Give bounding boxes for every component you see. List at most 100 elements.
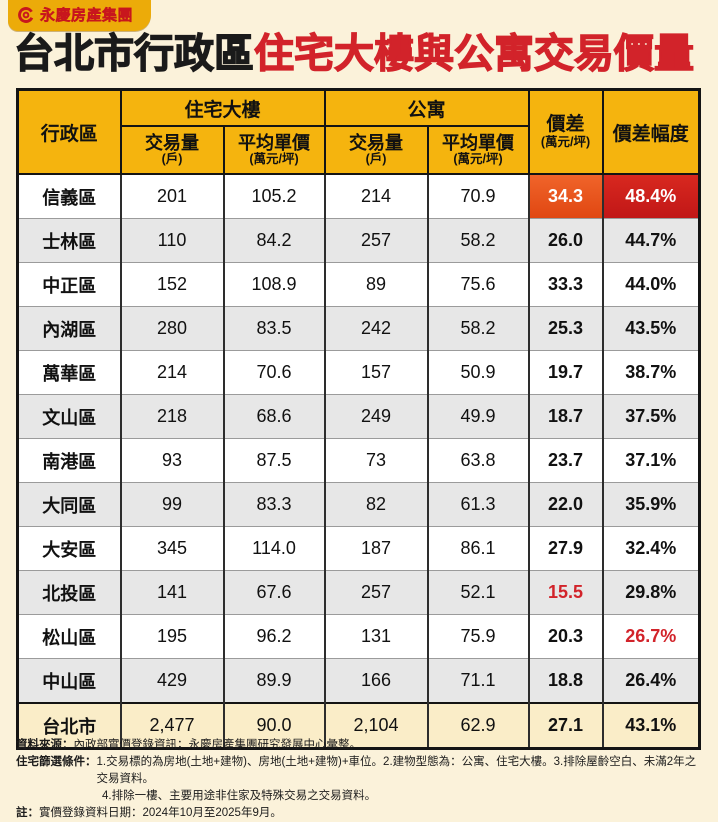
apartment-price-cell: 75.6: [426, 262, 530, 307]
price-diff-cell: 18.7: [527, 394, 604, 439]
building-volume-cell: 280: [119, 306, 225, 351]
apartment-volume-cell: 157: [323, 350, 429, 395]
building-price-cell: 105.2: [222, 173, 326, 219]
diff-pct-cell: 48.4%: [601, 173, 701, 219]
building-price-cell: 108.9: [222, 262, 326, 307]
apartment-volume-cell: 166: [323, 658, 429, 704]
header-price-diff: 價差 (萬元/坪): [527, 88, 604, 175]
price-diff-cell: 22.0: [527, 482, 604, 527]
header-volume-label: 交易量: [349, 132, 404, 153]
apartment-price-cell: 63.8: [426, 438, 530, 483]
header-building-group: 住宅大樓: [119, 88, 326, 127]
header-building-price: 平均單價 (萬元/坪): [222, 125, 326, 175]
infographic-page: 永慶房產集團 台北市行政區住宅大樓與公寓交易價量 行政區 住宅大樓 公寓 價差 …: [8, 0, 704, 819]
footnote-text: 4.排除一樓、主要用途非住家及特殊交易之交易資料。: [102, 790, 377, 803]
price-diff-cell: 19.7: [527, 350, 604, 395]
footnote-line: 住宅篩選條件： 1.交易標的為房地(土地+建物)、房地(土地+建物)+車位。2.建…: [16, 754, 704, 788]
header-apartment-volume: 交易量 (戶): [323, 125, 429, 175]
diff-pct-cell: 29.8%: [601, 570, 701, 615]
table-row: 萬華區 214 70.6 157 50.9 19.7 38.7%: [16, 350, 701, 395]
building-volume-cell: 345: [119, 526, 225, 571]
diff-pct-cell: 32.4%: [601, 526, 701, 571]
district-cell: 南港區: [16, 438, 122, 483]
building-price-cell: 87.5: [222, 438, 326, 483]
footnote-line: 4.排除一樓、主要用途非住家及特殊交易之交易資料。: [16, 788, 704, 805]
building-price-cell: 83.3: [222, 482, 326, 527]
apartment-volume-cell: 257: [323, 218, 429, 263]
apartment-volume-cell: 82: [323, 482, 429, 527]
diff-pct-cell: 43.1%: [601, 702, 701, 749]
building-volume-cell: 99: [119, 482, 225, 527]
district-cell: 大同區: [16, 482, 122, 527]
district-cell: 北投區: [16, 570, 122, 615]
table-row: 中正區 152 108.9 89 75.6 33.3 44.0%: [16, 262, 701, 307]
building-volume-cell: 93: [119, 438, 225, 483]
district-cell: 台北市: [16, 702, 122, 749]
price-diff-cell: 18.8: [527, 658, 604, 704]
table-row-total: 台北市 2,477 90.0 2,104 62.9 27.1 43.1%: [16, 702, 701, 749]
yungching-logo-icon: [17, 6, 35, 24]
building-volume-cell: 110: [119, 218, 225, 263]
header-apartment-price: 平均單價 (萬元/坪): [426, 125, 530, 175]
price-diff-cell: 20.3: [527, 614, 604, 659]
header-diff-pct: 價差幅度: [601, 88, 701, 175]
apartment-price-cell: 61.3: [426, 482, 530, 527]
price-volume-table: 行政區 住宅大樓 公寓 價差 (萬元/坪) 價差幅度 交易量 (戶) 平均單價 …: [16, 88, 702, 750]
apartment-price-cell: 62.9: [426, 702, 530, 749]
price-diff-cell: 25.3: [527, 306, 604, 351]
apartment-price-cell: 52.1: [426, 570, 530, 615]
building-volume-cell: 201: [119, 173, 225, 219]
footnote-text: 1.交易標的為房地(土地+建物)、房地(土地+建物)+車位。2.建物型態為：公寓…: [96, 756, 697, 786]
footnote-line: 註： 實價登錄資料日期：2024年10月至2025年9月。: [16, 805, 704, 822]
table-row: 北投區 141 67.6 257 52.1 15.5 29.8%: [16, 570, 701, 615]
diff-pct-cell: 38.7%: [601, 350, 701, 395]
page-title: 台北市行政區住宅大樓與公寓交易價量: [13, 31, 704, 78]
building-price-cell: 84.2: [222, 218, 326, 263]
district-cell: 士林區: [16, 218, 122, 263]
price-diff-cell: 27.9: [527, 526, 604, 571]
footnote-label: 住宅篩選條件：: [16, 756, 97, 769]
apartment-price-cell: 49.9: [426, 394, 530, 439]
price-diff-cell: 15.5: [527, 570, 604, 615]
diff-pct-cell: 26.4%: [601, 658, 701, 704]
district-cell: 大安區: [16, 526, 122, 571]
brand-name: 永慶房產集團: [40, 7, 134, 24]
apartment-volume-cell: 131: [323, 614, 429, 659]
header-price-diff-label: 價差: [546, 114, 585, 136]
header-price-label: 平均單價: [442, 132, 515, 153]
diff-pct-cell: 37.1%: [601, 438, 701, 483]
footnote-text: 實價登錄資料日期：2024年10月至2025年9月。: [39, 807, 282, 820]
building-volume-cell: 152: [119, 262, 225, 307]
price-diff-cell: 27.1: [527, 702, 604, 749]
building-price-cell: 96.2: [222, 614, 326, 659]
title-red-segment: 住宅大樓與公寓交易價量: [253, 31, 694, 76]
header-price-label: 平均單價: [238, 132, 310, 153]
apartment-price-cell: 71.1: [426, 658, 530, 704]
building-price-cell: 90.0: [222, 702, 326, 749]
header-volume-label: 交易量: [145, 132, 199, 153]
table-row: 內湖區 280 83.5 242 58.2 25.3 43.5%: [16, 306, 701, 351]
apartment-price-cell: 75.9: [426, 614, 530, 659]
apartment-volume-cell: 2,104: [323, 702, 429, 749]
table-row: 大安區 345 114.0 187 86.1 27.9 32.4%: [16, 526, 701, 571]
district-cell: 內湖區: [16, 306, 122, 351]
header-district: 行政區: [16, 88, 122, 175]
apartment-volume-cell: 257: [323, 570, 429, 615]
apartment-volume-cell: 214: [323, 173, 429, 219]
building-volume-cell: 429: [119, 658, 225, 704]
header-price-unit: (萬元/坪): [453, 152, 503, 167]
table-row: 大同區 99 83.3 82 61.3 22.0 35.9%: [16, 482, 701, 527]
diff-pct-cell: 37.5%: [601, 394, 701, 439]
footnotes: 資料來源： 內政部實價登錄資訊；永慶房產集團研究發展中心彙整。 住宅篩選條件： 1.交…: [16, 737, 704, 822]
district-cell: 中正區: [16, 262, 122, 307]
building-volume-cell: 141: [119, 570, 225, 615]
building-price-cell: 70.6: [222, 350, 326, 395]
district-cell: 文山區: [16, 394, 122, 439]
table-row: 文山區 218 68.6 249 49.9 18.7 37.5%: [16, 394, 701, 439]
apartment-price-cell: 70.9: [426, 173, 530, 219]
apartment-price-cell: 58.2: [426, 306, 530, 351]
table-row: 松山區 195 96.2 131 75.9 20.3 26.7%: [16, 614, 701, 659]
apartment-volume-cell: 187: [323, 526, 429, 571]
building-volume-cell: 214: [119, 350, 225, 395]
district-cell: 信義區: [16, 173, 122, 219]
